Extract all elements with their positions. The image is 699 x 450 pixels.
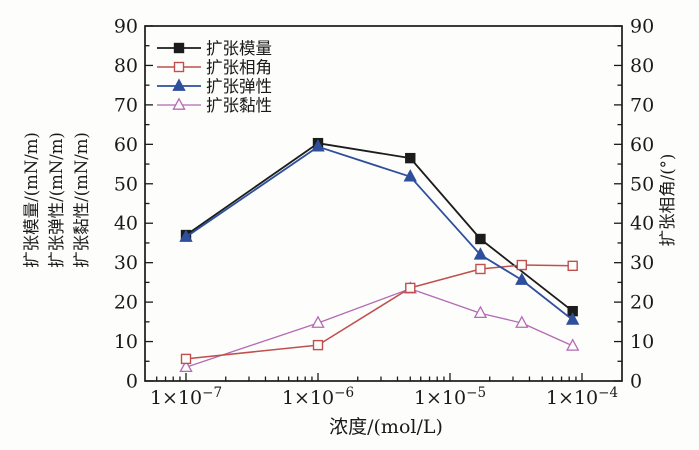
- dilational-modulus-line: [185, 142, 574, 312]
- y-tick-label-right: 40: [630, 213, 654, 235]
- dilational-elasticity-marker: [311, 139, 325, 152]
- y-tick-label-right: 50: [630, 173, 654, 195]
- y-axis-title-elasticity: 扩张弹性/(mN/m): [47, 132, 66, 268]
- dilational-modulus-marker: [405, 152, 416, 164]
- dilational-phase-angle-marker: [475, 263, 486, 275]
- x-tick-label: 1×10−6: [282, 385, 354, 409]
- dilational-phase-angle-line: [185, 264, 573, 360]
- y-tick-label-right: 10: [630, 331, 654, 353]
- y-axis-title-phase-angle: 扩张相角/(°): [658, 154, 677, 247]
- y-tick-label-right: 30: [630, 252, 654, 274]
- y-tick-label-left: 30: [114, 252, 138, 274]
- dilational-viscosity-legend-marker: [172, 97, 186, 110]
- series-dilational-viscosity: [179, 281, 580, 373]
- legend-label-dilational-phase-angle: 扩张相角: [206, 58, 272, 77]
- x-tick-label: 1×10−7: [150, 385, 222, 409]
- y-tick-label-left: 20: [114, 292, 138, 314]
- y-axis-title-modulus: 扩张模量/(mN/m): [22, 132, 41, 268]
- y-tick-label-right: 0: [630, 371, 642, 393]
- y-tick-label-left: 60: [114, 134, 138, 156]
- dilational-phase-angle-marker: [180, 353, 192, 365]
- dilational-elasticity-marker: [515, 272, 529, 285]
- y-axis-title-viscosity: 扩张黏性/(mN/m): [72, 132, 91, 268]
- dilational-viscosity-line: [185, 288, 573, 368]
- dilational-modulus-legend-marker: [173, 42, 185, 54]
- plot-layer: 0 0 10 10 20 20 30 30 40 40 50 50 60 60 70 70 80 80 90 90 1×…: [114, 16, 654, 410]
- series-dilational-modulus: [180, 137, 578, 317]
- y-tick-label-left: 80: [114, 55, 138, 77]
- dilational-viscosity-marker: [515, 315, 529, 328]
- legend-label-dilational-viscosity: 扩张黏性: [206, 96, 272, 115]
- y-tick-label-right: 80: [630, 55, 654, 77]
- dilational-viscosity-marker: [179, 359, 193, 373]
- y-tick-label-left: 90: [114, 16, 138, 38]
- y-tick-label-left: 50: [114, 173, 138, 195]
- dilational-phase-angle-legend-marker: [173, 61, 185, 73]
- dilational-phase-angle-marker: [567, 260, 578, 272]
- y-tick-label-right: 70: [630, 94, 654, 116]
- dilational-modulus-marker: [475, 233, 486, 245]
- dilational-elasticity-legend-marker: [172, 78, 186, 91]
- dilational-elasticity-marker: [473, 247, 488, 260]
- legend-item-dilational-elasticity: 扩张弹性: [157, 77, 272, 96]
- legend-item-dilational-viscosity: 扩张黏性: [157, 96, 272, 115]
- legend-item-dilational-phase-angle: 扩张相角: [157, 58, 272, 77]
- y-tick-label-right: 60: [630, 134, 654, 156]
- legend-label-dilational-modulus: 扩张模量: [206, 39, 272, 58]
- dilational-viscosity-marker: [473, 305, 488, 319]
- y-tick-label-right: 20: [630, 292, 654, 314]
- legend-item-dilational-modulus: 扩张模量: [157, 39, 272, 58]
- dilational-phase-angle-marker: [312, 339, 324, 351]
- series-dilational-phase-angle: [180, 259, 578, 365]
- y-tick-label-right: 90: [630, 16, 654, 38]
- legend-label-dilational-elasticity: 扩张弹性: [206, 77, 272, 96]
- x-tick-label: 1×10−5: [414, 385, 486, 409]
- y-tick-label-left: 10: [114, 331, 138, 353]
- x-tick-label: 1×10−4: [546, 385, 618, 409]
- dilational-elasticity-marker: [403, 169, 417, 182]
- y-tick-label-left: 0: [126, 371, 138, 393]
- series-dilational-elasticity: [179, 139, 580, 325]
- dilational-phase-angle-marker: [405, 282, 416, 294]
- dilational-elasticity-marker: [179, 229, 193, 242]
- dilational-viscosity-marker: [565, 338, 580, 351]
- dilational-viscosity-marker: [311, 315, 325, 328]
- y-tick-label-left: 40: [114, 213, 138, 235]
- x-axis-title: 浓度/(mol/L): [329, 416, 443, 438]
- dilational-elasticity-marker: [565, 312, 580, 325]
- dilational-phase-angle-marker: [516, 259, 528, 271]
- axis-titles: 扩张模量/(mN/m) 扩张弹性/(mN/m) 扩张黏性/(mN/m) 扩张相角…: [22, 132, 677, 438]
- dilational-elasticity-line: [185, 145, 574, 321]
- y-tick-label-left: 70: [114, 94, 138, 116]
